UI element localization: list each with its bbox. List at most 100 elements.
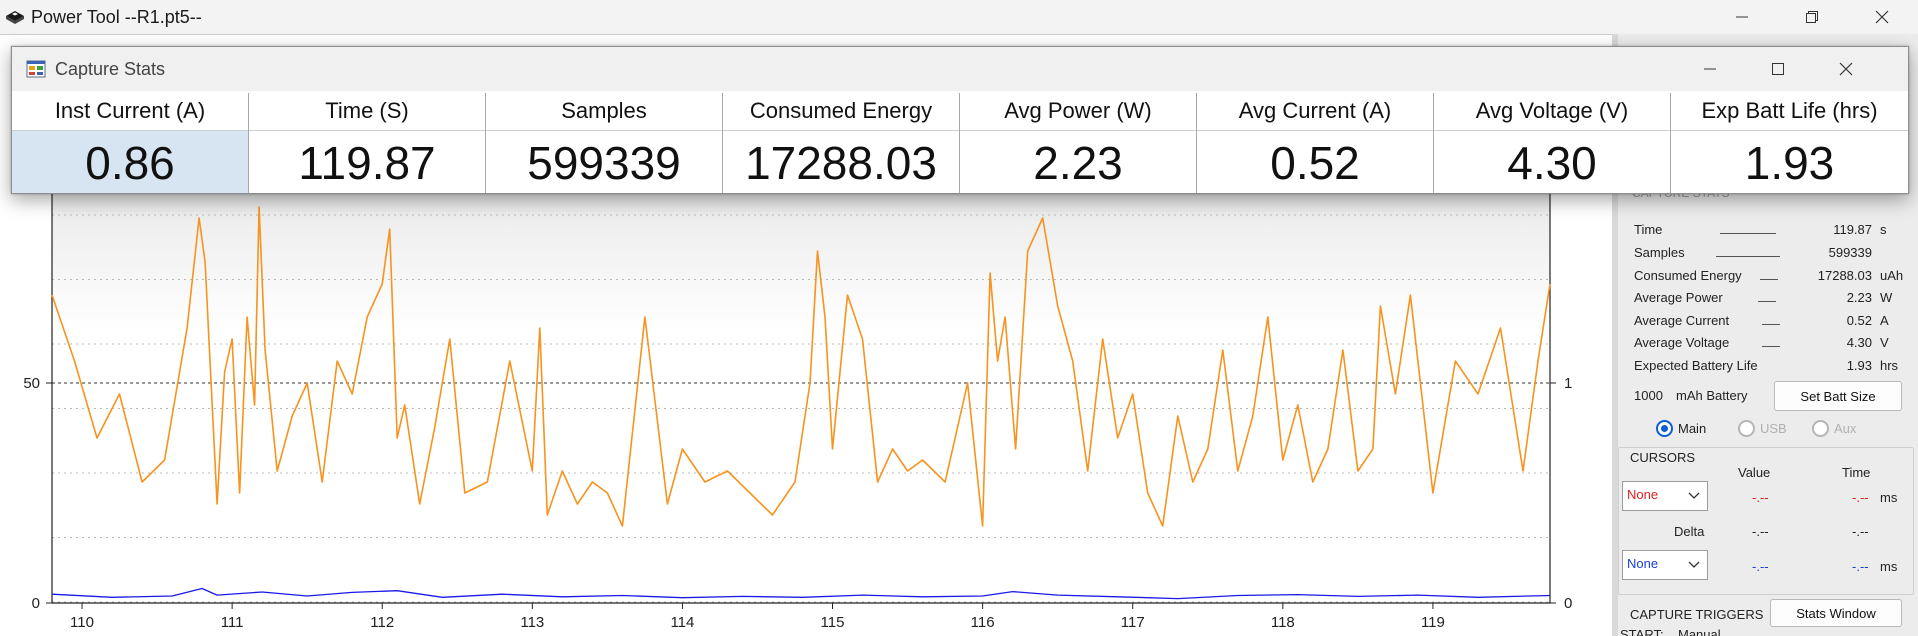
main-titlebar: Power Tool --R1.pt5-- [0, 0, 1918, 34]
plot-background [52, 185, 1550, 603]
stat-column[interactable]: Samples 599339 [486, 93, 723, 193]
window-app-icon [26, 60, 46, 78]
capture-stat-label: Samples [1634, 245, 1685, 260]
capture-stat-unit: W [1880, 290, 1893, 305]
cursors-group [1618, 447, 1914, 595]
dialog-maximize-button[interactable] [1746, 47, 1810, 91]
stat-column[interactable]: Consumed Energy 17288.03 [723, 93, 960, 193]
splitter[interactable] [1612, 34, 1618, 636]
cursor1-unit: ms [1880, 490, 1898, 505]
stat-value: 4.30 [1507, 137, 1597, 189]
capture-triggers-title: CAPTURE TRIGGERS [1630, 607, 1764, 622]
capture-stat-value: 599339 [1828, 245, 1872, 260]
current-series-line [51, 206, 1551, 527]
stat-value: 0.86 [12, 131, 248, 193]
capture-stat-label: Average Voltage [1634, 335, 1730, 350]
delta-time: -.-- [1852, 524, 1869, 539]
channel-label: USB [1760, 421, 1787, 436]
y-right-tick-label: 0 [1564, 595, 1572, 612]
stat-header: Time (S) [249, 93, 485, 131]
chevron-down-icon [1688, 492, 1700, 499]
maximize-icon [1772, 63, 1784, 75]
x-tick-label: 114 [670, 614, 694, 631]
stat-column[interactable]: Inst Current (A) 0.86 [12, 93, 249, 193]
stat-value: 2.23 [1033, 137, 1123, 189]
current-plot[interactable]: 110 111 112 113 114 115 116 117 118 119 0 50 0 1 [0, 35, 1612, 636]
battery-capacity-value: 1000 [1634, 388, 1663, 403]
stats-grid: Inst Current (A) 0.86 Time (S) 119.87 Sample… [12, 93, 1908, 193]
capture-stat-label: Average Power [1634, 290, 1723, 305]
voltage-series-line [51, 587, 1551, 600]
close-button[interactable] [1848, 0, 1916, 34]
leader-line [1762, 324, 1780, 325]
cursor1-select-value: None [1627, 487, 1659, 502]
x-tick-label: 118 [1271, 614, 1295, 631]
stat-column[interactable]: Exp Batt Life (hrs) 1.93 [1671, 93, 1908, 193]
capture-stat-unit: hrs [1880, 358, 1899, 373]
cursor2-select[interactable]: None [1622, 550, 1708, 580]
restore-button[interactable] [1778, 0, 1846, 34]
channel-radio-main[interactable] [1656, 420, 1673, 437]
leader-line [1758, 301, 1776, 302]
capture-stat-row: Average Voltage 4.30 V [1634, 335, 1910, 357]
stat-header: Exp Batt Life (hrs) [1671, 93, 1908, 131]
minimize-icon [1704, 68, 1716, 70]
cursor-time-header: Time [1842, 465, 1871, 480]
stat-value: 1.93 [1744, 137, 1835, 189]
capture-stat-unit: s [1880, 222, 1887, 237]
cursor2-unit: ms [1880, 559, 1898, 574]
capture-stat-value: 1.93 [1846, 358, 1872, 373]
y-left-tick-label: 50 [23, 375, 40, 392]
stat-column[interactable]: Time (S) 119.87 [249, 93, 486, 193]
stat-header: Consumed Energy [723, 93, 959, 131]
capture-stat-value: 2.23 [1846, 290, 1872, 305]
cursor2-time: -.-- [1852, 559, 1869, 574]
capture-stat-value: 0.52 [1846, 313, 1872, 328]
capture-stat-label: Expected Battery Life [1634, 358, 1758, 373]
stat-column[interactable]: Avg Current (A) 0.52 [1197, 93, 1434, 193]
cursors-title: CURSORS [1630, 450, 1696, 465]
minimize-button[interactable] [1708, 0, 1776, 34]
set-batt-size-button[interactable]: Set Batt Size [1774, 381, 1902, 411]
cursor1-value: -.-- [1752, 490, 1769, 505]
delta-value: -.-- [1752, 524, 1769, 539]
y-right-tick-label: 1 [1564, 375, 1572, 392]
x-tick-label: 112 [370, 614, 394, 631]
stats-window-button[interactable]: Stats Window [1770, 599, 1902, 627]
capture-stat-row: Expected Battery Life 1.93 hrs [1634, 358, 1910, 380]
y-left-tick-label: 0 [32, 595, 40, 612]
stat-header: Inst Current (A) [12, 93, 248, 131]
capture-stat-label: Average Current [1634, 313, 1730, 328]
cursor1-time: -.-- [1852, 490, 1869, 505]
dialog-title: Capture Stats [55, 59, 166, 79]
stat-value: 0.52 [1270, 137, 1360, 189]
stat-value: 119.87 [298, 137, 436, 189]
dialog-titlebar[interactable]: Capture Stats [12, 47, 1908, 91]
dialog-close-button[interactable] [1814, 47, 1878, 91]
leader-line [1720, 233, 1776, 234]
stat-header: Avg Power (W) [960, 93, 1196, 131]
capture-stat-row: Average Current 0.52 A [1634, 313, 1910, 335]
leader-line [1762, 346, 1780, 347]
capture-stat-row: Samples 599339 [1634, 245, 1910, 267]
capture-stat-label: Time [1634, 222, 1663, 237]
x-tick-label: 110 [70, 614, 94, 631]
stat-column[interactable]: Avg Power (W) 2.23 [960, 93, 1197, 193]
capture-stat-value: 4.30 [1846, 335, 1872, 350]
leader-line [1716, 256, 1780, 257]
capture-stat-unit: A [1880, 313, 1889, 328]
channel-radio-usb[interactable] [1738, 420, 1755, 437]
capture-stat-row: Average Power 2.23 W [1634, 290, 1910, 312]
cursor1-select[interactable]: None [1622, 481, 1708, 511]
x-tick-label: 117 [1121, 614, 1145, 631]
stat-header: Avg Current (A) [1197, 93, 1433, 131]
dialog-minimize-button[interactable] [1678, 47, 1742, 91]
capture-stats-dialog[interactable]: Capture Stats Inst Current (A) 0.86 Time (… [11, 46, 1909, 194]
stat-column[interactable]: Avg Voltage (V) 4.30 [1434, 93, 1671, 193]
channel-label: Main [1678, 421, 1707, 436]
channel-radio-aux[interactable] [1812, 420, 1829, 437]
minimize-icon [1736, 16, 1748, 18]
cursor-value-header: Value [1738, 465, 1771, 480]
capture-stat-row: Time 119.87 s [1634, 222, 1910, 244]
